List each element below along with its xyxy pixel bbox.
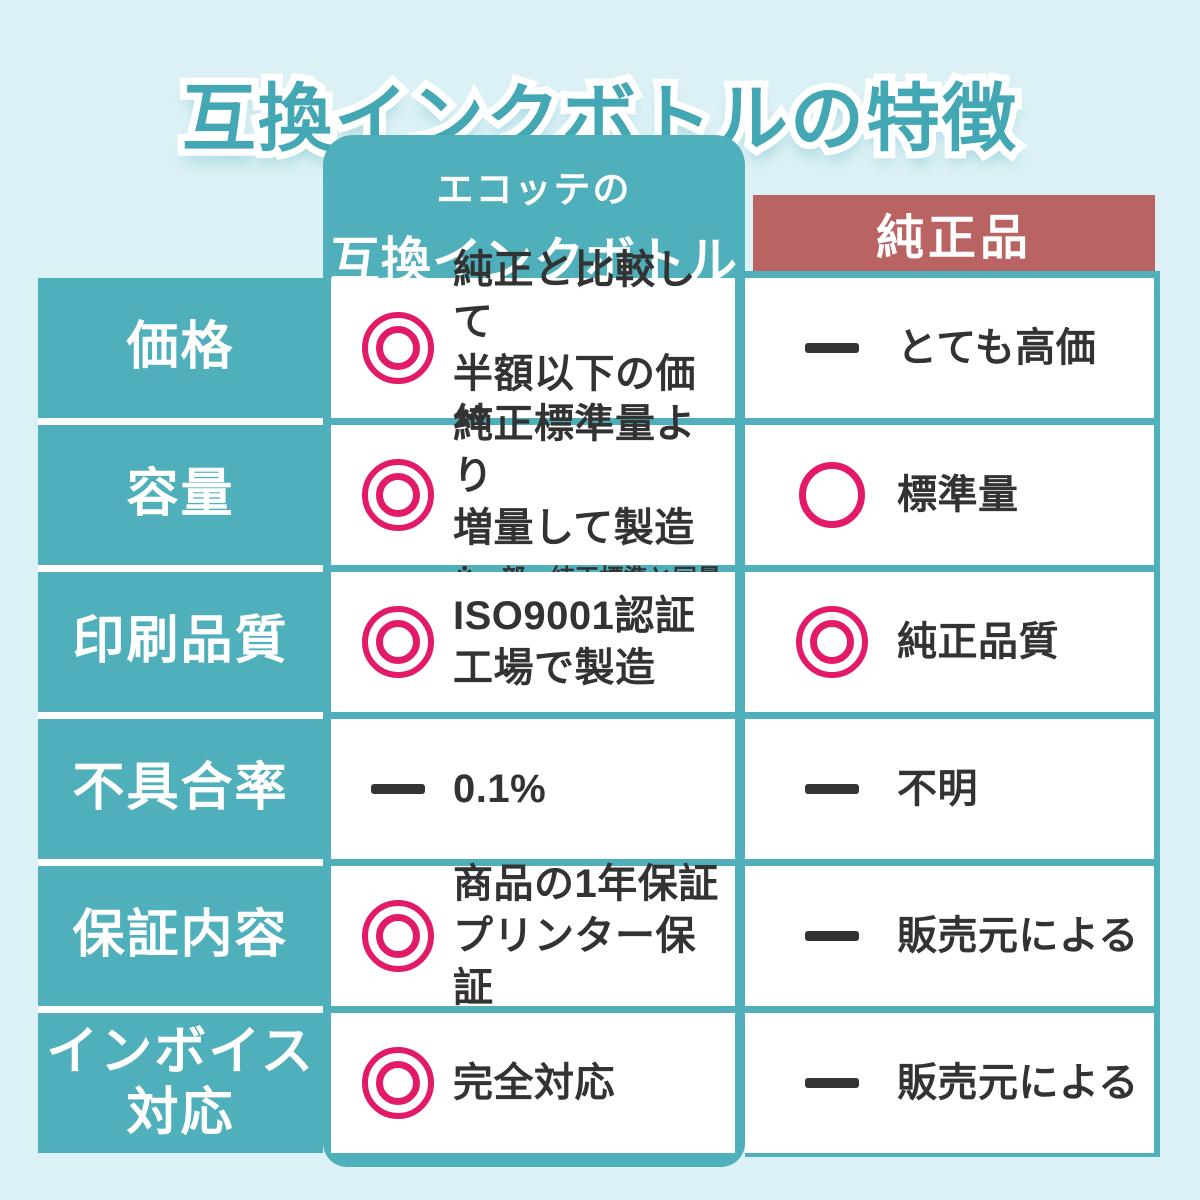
genuine-cell-text: 純正品質 [897, 620, 1059, 664]
ours-rating-slot [359, 719, 437, 859]
ours-cell: 商品の1年保証 プリンター保証 [331, 862, 735, 1010]
genuine-cell-text: 販売元による [897, 1061, 1139, 1105]
ours-rating-slot [359, 425, 437, 565]
ours-rating-slot [359, 572, 437, 712]
row-label: 不具合率 [38, 719, 323, 859]
genuine-cell: 純正品質 [745, 572, 1154, 712]
ours-cell-text: 完全対応 [453, 1061, 615, 1105]
double-circle-inner-ring [376, 473, 420, 517]
genuine-cell: 標準量 [745, 425, 1154, 565]
genuine-cell: 販売元による [745, 866, 1154, 1006]
genuine-cell-text: 不明 [897, 767, 978, 811]
page-title: 互換インクボトルの特徴 互換インクボトルの特徴 [0, 70, 1200, 172]
ours-cell: 完全対応 [331, 1013, 735, 1153]
dash-icon [805, 1078, 859, 1088]
genuine-rating-slot [793, 1013, 871, 1153]
row-label: 容量 [38, 425, 323, 565]
double-circle-icon [362, 900, 434, 972]
genuine-cell: 不明 [745, 719, 1154, 859]
double-circle-inner-ring [376, 620, 420, 664]
double-circle-inner-ring [376, 326, 420, 370]
label-column-background [38, 278, 323, 1153]
row-label: 価格 [38, 278, 323, 418]
ours-cell: 純正標準量より 増量して製造 ※一部、純正標準と同量 [331, 402, 735, 592]
ours-rating-slot [359, 866, 437, 1006]
dash-icon [371, 784, 425, 794]
comparison-table: エコッテの 互換インクボトル 純正品 価格 純正と比較して 半額以下の価格 とて… [38, 135, 1158, 1153]
brand-name: エコッテの [436, 169, 632, 210]
ours-cell-text: 商品の1年保証 プリンター保証 [453, 862, 719, 1010]
genuine-column-background [745, 271, 1160, 1157]
genuine-rating-slot [793, 572, 871, 712]
genuine-rating-slot [793, 425, 871, 565]
genuine-rating-slot [793, 866, 871, 1006]
ours-cell: ISO9001認証 工場で製造 [331, 572, 735, 712]
dash-icon [805, 931, 859, 941]
double-circle-inner-ring [376, 1061, 420, 1105]
double-circle-icon [362, 606, 434, 678]
genuine-rating-slot [793, 719, 871, 859]
double-circle-icon [362, 459, 434, 531]
row-label: 保証内容 [38, 866, 323, 1006]
double-circle-icon [362, 1047, 434, 1119]
ours-cell-text: 純正標準量より 増量して製造 [453, 401, 696, 550]
ours-rating-slot [359, 1013, 437, 1153]
header-spacer [38, 135, 323, 271]
genuine-cell: 販売元による [745, 1013, 1154, 1153]
ours-cell-text: 純正と比較して 半額以下の価格 [453, 248, 696, 448]
genuine-cell-text: 標準量 [897, 473, 1019, 517]
ours-cell-text: 0.1% [453, 767, 547, 811]
circle-icon [799, 462, 865, 528]
genuine-cell-text: とても高価 [897, 326, 1097, 370]
genuine-cell: とても高価 [745, 278, 1154, 418]
ours-cell: 0.1% [331, 719, 735, 859]
genuine-header-label: 純正品 [753, 195, 1155, 271]
genuine-cell-text: 販売元による [897, 914, 1139, 958]
ours-cell-text: ISO9001認証 工場で製造 [453, 594, 696, 690]
double-circle-inner-ring [810, 620, 854, 664]
ours-cell: 純正と比較して 半額以下の価格 [331, 248, 735, 448]
dash-icon [805, 784, 859, 794]
ours-rating-slot [359, 278, 437, 418]
double-circle-inner-ring [376, 914, 420, 958]
double-circle-icon [796, 606, 868, 678]
column-header-genuine: 純正品 [745, 135, 1158, 271]
double-circle-icon [362, 312, 434, 384]
row-label: 印刷品質 [38, 572, 323, 712]
genuine-rating-slot [793, 278, 871, 418]
dash-icon [805, 343, 859, 353]
row-label: インボイス 対応 [38, 1013, 323, 1153]
